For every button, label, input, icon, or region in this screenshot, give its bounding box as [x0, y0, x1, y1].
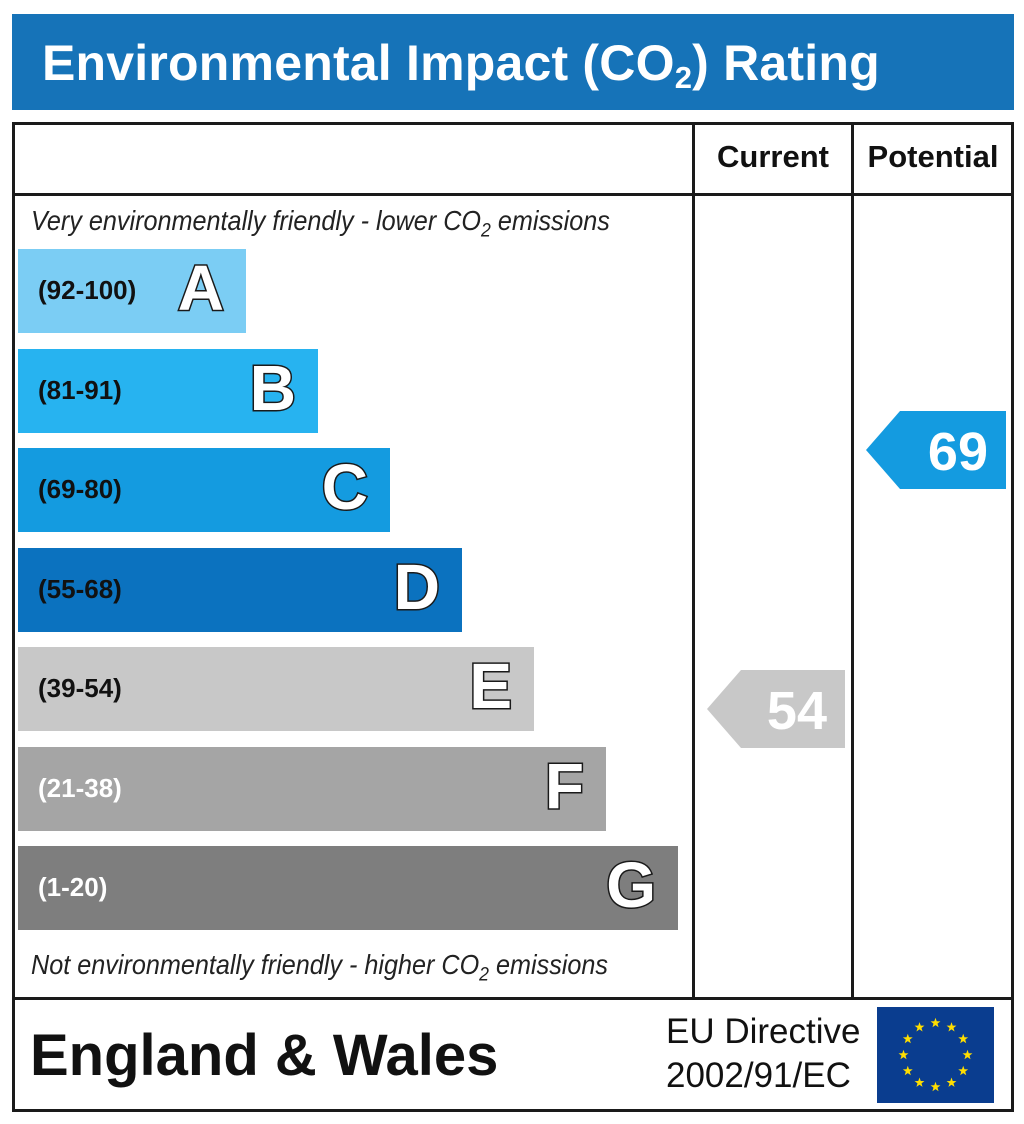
- flag-star: [914, 1077, 925, 1087]
- band-b: (81-91) B: [18, 348, 318, 433]
- current-rating-arrow: 54: [707, 670, 845, 748]
- band-range: (1-20): [38, 872, 108, 902]
- band-range: (92-100): [38, 275, 137, 305]
- current-arrow-polygon: [707, 670, 845, 748]
- band-d: (55-68) D: [18, 547, 462, 632]
- current-arrow-shape: [707, 670, 845, 748]
- flag-star: [958, 1065, 969, 1076]
- potential-arrow-polygon: [866, 411, 1006, 489]
- rating-frame: Current Potential Very environmentally f…: [12, 122, 1014, 1112]
- band-range: (69-80): [38, 474, 122, 504]
- potential-arrow-shape: [866, 411, 1006, 489]
- band-letter: A: [176, 251, 225, 326]
- chart-title: Environmental Impact (CO2) Rating: [42, 35, 880, 95]
- caption-bottom: Not environmentally friendly - higher CO…: [31, 949, 609, 986]
- potential-rating-value: 69: [927, 422, 988, 482]
- band-range: (39-54): [38, 673, 122, 703]
- flag-star: [946, 1077, 957, 1087]
- band-f: (21-38) F: [18, 746, 606, 831]
- band-letter: E: [468, 649, 514, 724]
- footer-divider: [15, 997, 1011, 1000]
- band-letter: C: [320, 450, 369, 525]
- directive-line-1: EU Directive: [666, 1012, 861, 1051]
- flag-star: [930, 1017, 941, 1028]
- band-letter: B: [248, 350, 297, 425]
- band-c: (69-80) C: [18, 448, 390, 532]
- column-potential: Potential: [867, 139, 999, 174]
- flag-star: [902, 1065, 913, 1076]
- band-range: (21-38): [38, 772, 122, 803]
- divider-potential: [851, 125, 854, 997]
- current-rating-value: 54: [766, 681, 827, 741]
- directive-line-2: 2002/91/EC: [666, 1056, 851, 1095]
- title-bar: Environmental Impact (CO2) Rating: [12, 14, 1014, 110]
- column-current: Current: [717, 139, 829, 174]
- eu-directive: EU Directive 2002/91/EC: [666, 1010, 860, 1098]
- flag-star: [946, 1022, 957, 1032]
- potential-rating-arrow: 69: [866, 411, 1006, 489]
- flag-star: [914, 1022, 925, 1032]
- band-letter: F: [543, 748, 585, 823]
- divider-current: [692, 125, 695, 997]
- flag-star: [902, 1033, 913, 1044]
- band-range: (55-68): [38, 573, 122, 604]
- flag-star: [958, 1033, 969, 1044]
- band-letter: D: [392, 549, 441, 624]
- flag-star: [898, 1049, 909, 1060]
- header-divider: [15, 193, 1011, 196]
- band-a: (92-100) A: [18, 249, 246, 333]
- caption-top: Very environmentally friendly - lower CO…: [31, 205, 610, 242]
- flag-star: [962, 1049, 973, 1060]
- eu-flag-icon: [877, 1007, 994, 1103]
- flag-star: [930, 1081, 941, 1092]
- band-e: (39-54) E: [18, 647, 534, 731]
- band-g: (1-20) G: [18, 846, 678, 930]
- band-letter: G: [605, 848, 658, 923]
- band-range: (81-91): [38, 374, 122, 405]
- region-label: England & Wales: [30, 1023, 499, 1088]
